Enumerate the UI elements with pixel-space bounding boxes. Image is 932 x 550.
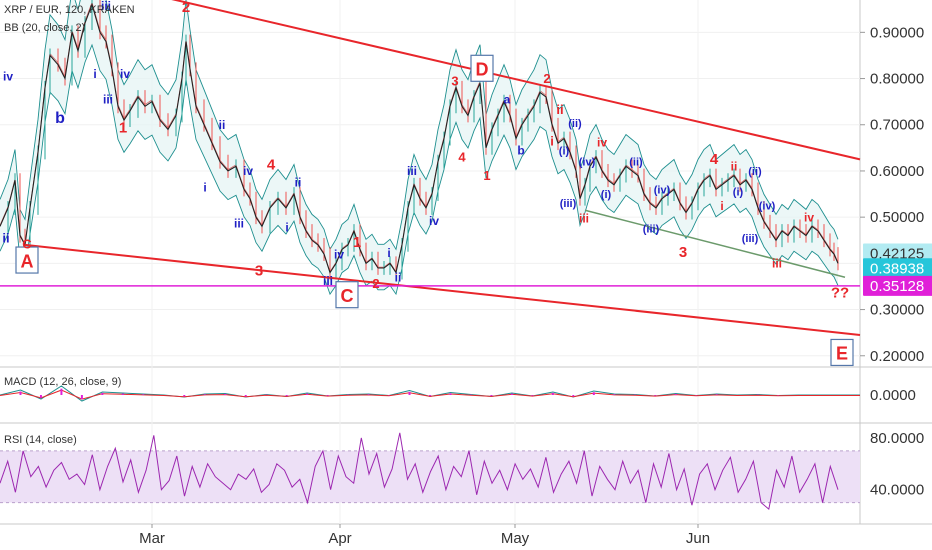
wave-label: 4 bbox=[710, 151, 719, 168]
wave-label: ii bbox=[556, 102, 563, 117]
wave-label: (ii) bbox=[748, 166, 762, 178]
upper-channel-trendline[interactable] bbox=[140, 0, 861, 161]
wave-label: iv bbox=[120, 67, 130, 81]
wave-label: (iv) bbox=[579, 157, 596, 169]
price-tick-label: 0.70000 bbox=[870, 117, 924, 134]
wave-label: 3 bbox=[451, 73, 458, 88]
wave-label: C bbox=[22, 236, 32, 251]
wave-label: i bbox=[720, 199, 723, 213]
time-tick-label: May bbox=[501, 530, 530, 547]
inner-channel-trendline[interactable] bbox=[584, 209, 846, 278]
price-axis[interactable]: 0.20000 0.30000 0.50000 0.60000 0.70000 0.800… bbox=[860, 24, 932, 499]
price-tag-label: 0.38938 bbox=[870, 260, 924, 277]
wave-label: 3 bbox=[679, 244, 687, 261]
wave-label: (iii) bbox=[643, 224, 660, 236]
wave-label: C bbox=[341, 286, 354, 306]
wave-label: iii bbox=[103, 93, 113, 107]
wave-label: ii bbox=[219, 118, 226, 132]
wave-label: iv bbox=[334, 247, 344, 261]
wave-label: (i) bbox=[733, 187, 744, 199]
wave-label: i bbox=[550, 133, 554, 148]
wave-label: (ii) bbox=[568, 118, 582, 130]
wave-label-box bbox=[830, 338, 854, 367]
wave-label: ii bbox=[2, 230, 9, 245]
wave-label: i bbox=[203, 180, 206, 194]
wave-label: 1 bbox=[483, 168, 490, 183]
wave-label: i bbox=[285, 221, 288, 235]
wave-label: (ii) bbox=[629, 157, 643, 169]
wave-label: 4 bbox=[267, 156, 276, 173]
wave-label: iv bbox=[597, 136, 607, 150]
macd-label: MACD (12, 26, close, 9) bbox=[4, 376, 122, 388]
wave-label: iv bbox=[429, 214, 439, 228]
wave-label: i bbox=[387, 246, 390, 260]
wave-label: ?? bbox=[831, 284, 849, 301]
wave-label: iv bbox=[804, 210, 814, 224]
wave-label: (iv) bbox=[759, 200, 776, 212]
rsi-label: RSI (14, close) bbox=[4, 434, 77, 446]
wave-label: D bbox=[476, 60, 489, 80]
lower-channel-trendline[interactable] bbox=[24, 243, 861, 336]
wave-label: iii bbox=[407, 164, 417, 178]
bollinger-lower bbox=[0, 43, 839, 296]
wave-label: A bbox=[21, 251, 34, 271]
wave-label: (iii) bbox=[742, 233, 759, 245]
wave-label: iii bbox=[323, 274, 333, 288]
wave-label: 2 bbox=[372, 276, 379, 291]
wave-label: 1 bbox=[353, 234, 361, 251]
wave-label: iv bbox=[243, 164, 253, 178]
rsi-tick-label: 40.0000 bbox=[870, 482, 924, 499]
price-tick-label: 0.50000 bbox=[870, 209, 924, 226]
wave-label: i bbox=[93, 67, 96, 81]
wave-label-box bbox=[15, 246, 39, 274]
price-tick-label: 0.80000 bbox=[870, 71, 924, 88]
wave-label: b bbox=[517, 143, 524, 157]
wave-label: iii bbox=[234, 216, 244, 230]
time-tick-label: Apr bbox=[328, 530, 351, 547]
macd-pane[interactable] bbox=[0, 385, 860, 402]
price-tick-label: 0.60000 bbox=[870, 163, 924, 180]
symbol-title: XRP / EUR, 120, KRAKEN bbox=[4, 4, 135, 16]
wave-label: (iv) bbox=[654, 184, 671, 196]
wave-label: iv bbox=[3, 69, 13, 83]
price-line bbox=[0, 2, 839, 275]
bb-indicator-label: BB (20, close, 2) bbox=[4, 22, 86, 34]
wave-label: ii bbox=[395, 270, 402, 284]
wave-label: 1 bbox=[119, 119, 127, 136]
price-tick-label: 0.90000 bbox=[870, 24, 924, 41]
wave-label: iii bbox=[579, 212, 589, 226]
time-tick-label: Jun bbox=[686, 530, 710, 547]
wave-label: ii bbox=[295, 176, 302, 190]
wave-label: 3 bbox=[255, 263, 263, 280]
time-tick-label: Mar bbox=[139, 530, 165, 547]
rsi-line bbox=[0, 432, 839, 511]
wave-label: iii bbox=[101, 0, 111, 13]
time-axis[interactable]: Mar Apr May Jun bbox=[139, 524, 710, 547]
wave-label-box bbox=[335, 281, 359, 309]
wave-label: a bbox=[504, 93, 511, 107]
wave-label-box bbox=[470, 54, 494, 82]
wave-label: b bbox=[55, 110, 65, 127]
rsi-pane[interactable] bbox=[0, 432, 860, 511]
wave-label: (i) bbox=[601, 189, 612, 201]
macd-tick-label: 0.0000 bbox=[870, 387, 916, 404]
wave-label: 4 bbox=[458, 150, 466, 165]
price-tag[interactable] bbox=[863, 275, 932, 296]
wave-label: E bbox=[836, 344, 848, 364]
wave-label: 2 bbox=[543, 71, 550, 86]
price-tag[interactable] bbox=[863, 258, 932, 279]
rsi-tick-label: 80.0000 bbox=[870, 430, 924, 447]
bollinger-upper bbox=[0, 0, 839, 251]
wave-label: ii bbox=[731, 160, 738, 174]
price-tick-label: 0.20000 bbox=[870, 348, 924, 365]
wave-label: (iii) bbox=[560, 198, 577, 210]
price-tag-label: 0.35128 bbox=[870, 278, 924, 295]
wave-label: (i) bbox=[559, 145, 570, 157]
wave-label: 2 bbox=[182, 0, 190, 16]
price-tick-label: 0.30000 bbox=[870, 302, 924, 319]
wave-label: iii bbox=[772, 257, 782, 271]
